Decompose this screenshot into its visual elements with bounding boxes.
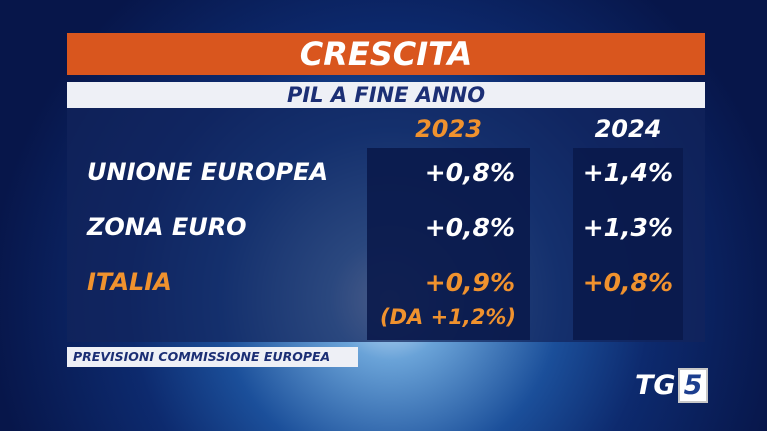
column-box xyxy=(573,148,683,340)
logo: TG 5 xyxy=(635,368,709,403)
title: CRESCITA xyxy=(67,33,705,75)
column-header: 2023 xyxy=(415,115,482,143)
value: +1,3% xyxy=(582,213,673,242)
value: +0,8% xyxy=(424,213,515,242)
footer: PREVISIONI COMMISSIONE EUROPEA xyxy=(67,347,358,367)
column-box xyxy=(367,148,530,340)
value: +0,8% xyxy=(582,268,673,297)
value: +0,9% xyxy=(424,268,515,297)
subtitle: PIL A FINE ANNO xyxy=(67,82,705,108)
row-label: ZONA EURO xyxy=(87,213,247,241)
value: +1,4% xyxy=(582,158,673,187)
logo-number: 5 xyxy=(677,368,709,403)
note: (DA +1,2%) xyxy=(380,305,517,329)
logo-text: TG xyxy=(635,370,676,401)
row-label: ITALIA xyxy=(87,268,172,296)
column-header: 2024 xyxy=(594,115,662,143)
row-label: UNIONE EUROPEA xyxy=(87,158,329,186)
value: +0,8% xyxy=(424,158,515,187)
